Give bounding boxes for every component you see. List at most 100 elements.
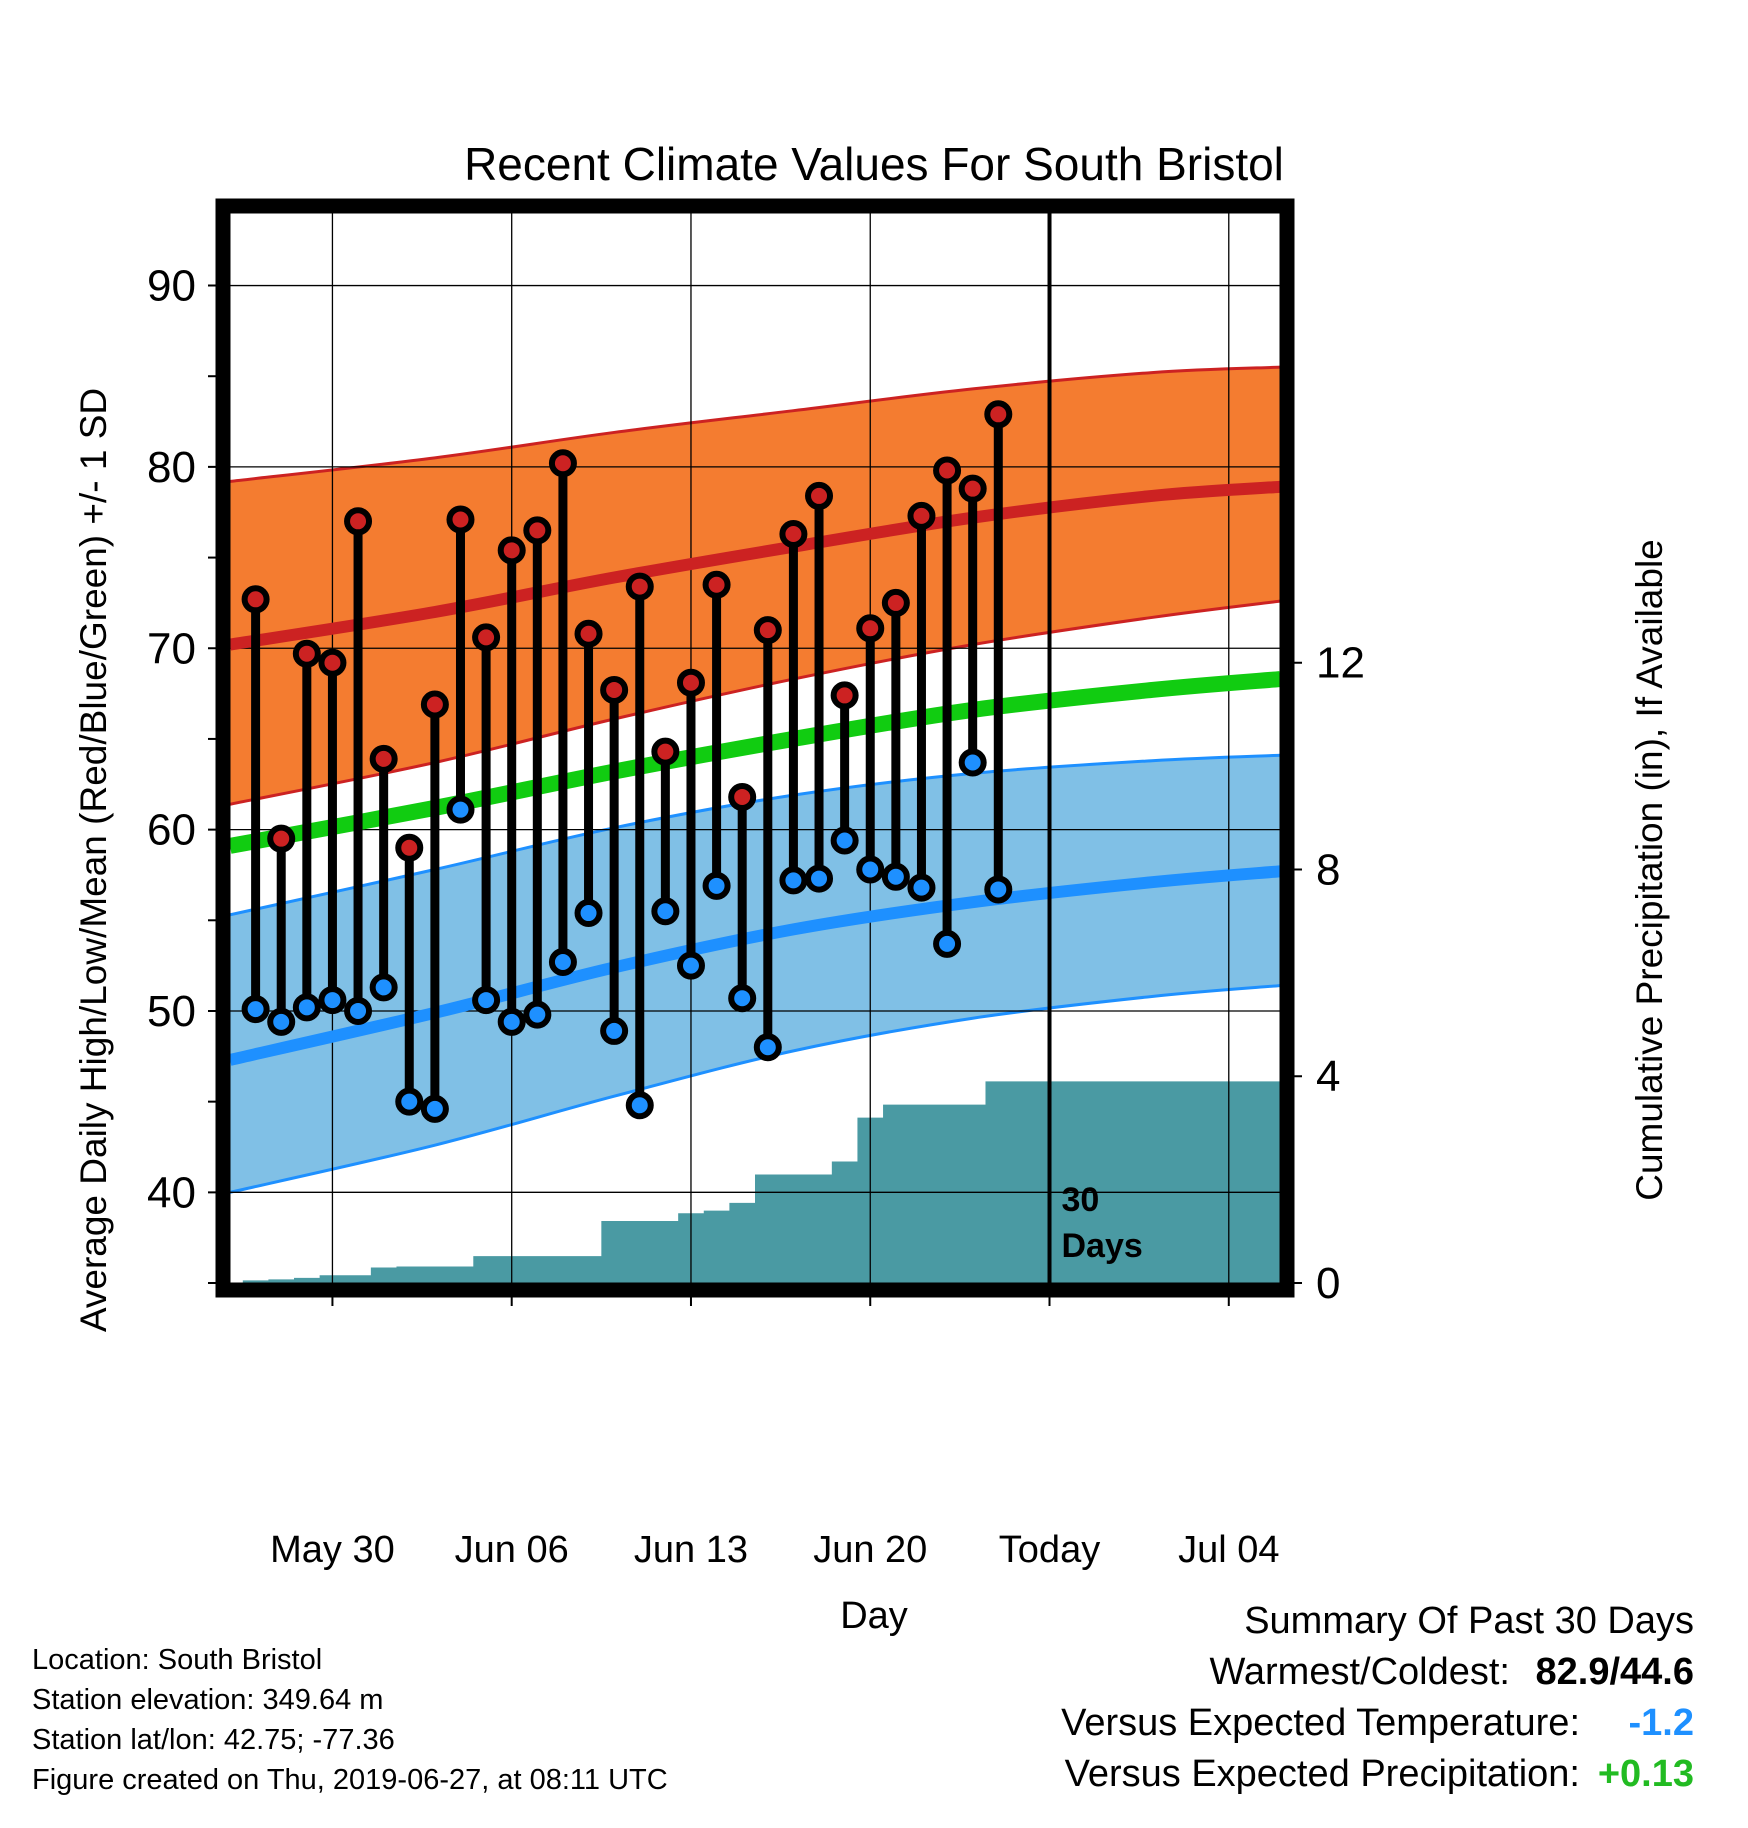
x-tick-label: Today	[999, 1529, 1100, 1571]
plot-area: 30 Days 40 50 60 70 80 90 0 4 8 12 May 30 Jun 06 Jun 1…	[147, 198, 1365, 1571]
daily-high-point	[344, 507, 373, 536]
station-info: Location: South Bristol Station elevatio…	[32, 1640, 668, 1800]
daily-high-point	[651, 737, 680, 766]
y-tick-label: 50	[147, 987, 196, 1036]
daily-low-point	[497, 1007, 526, 1036]
summary-heading: Summary Of Past 30 Days	[1244, 1600, 1694, 1642]
plot-frame	[215, 198, 1295, 1298]
daily-low-point	[805, 864, 834, 893]
daily-low-point	[523, 1000, 552, 1029]
daily-high-point	[497, 536, 526, 565]
daily-high-point	[395, 833, 424, 862]
y-tick-label: 40	[147, 1168, 196, 1217]
daily-low-point	[830, 826, 859, 855]
daily-high-point	[881, 588, 910, 617]
daily-high-point	[292, 639, 321, 668]
daily-high-point	[420, 690, 449, 719]
daily-low-point	[728, 984, 757, 1013]
daily-low-point	[958, 748, 987, 777]
daily-low-point	[856, 855, 885, 884]
summary-panel: Summary Of Past 30 Days Warmest/Coldest:…	[1061, 1596, 1694, 1800]
daily-low-point	[984, 875, 1013, 904]
daily-high-point	[600, 675, 629, 704]
elevation-text: Station elevation: 349.64 m	[32, 1684, 384, 1716]
today-marker-label: 30 Days	[1062, 1181, 1143, 1265]
warmest-row: Warmest/Coldest: 82.9/44.6	[1061, 1647, 1694, 1698]
daily-high-point	[779, 520, 808, 548]
warmest-label: Warmest/Coldest:	[1209, 1651, 1510, 1693]
daily-high-point	[625, 572, 654, 601]
daily-high-point	[907, 501, 936, 530]
chart-title: Recent Climate Values For South Bristol	[464, 138, 1284, 190]
normal-high-upper-line	[230, 365, 1280, 483]
daily-low-point	[625, 1091, 654, 1120]
daily-high-point	[933, 456, 962, 485]
daily-high-point	[856, 614, 885, 643]
daily-high-point	[830, 681, 859, 710]
daily-low-point	[574, 899, 603, 928]
daily-low-point	[472, 986, 501, 1015]
daily-high-point	[523, 516, 552, 545]
y2-tick-label: 0	[1316, 1259, 1340, 1308]
daily-low-point	[651, 897, 680, 926]
precipitation-area	[230, 1081, 1280, 1283]
normal-low-lower-line	[230, 984, 1280, 1194]
precip-row: Versus Expected Precipitation: +0.13	[1061, 1749, 1694, 1800]
y-tick-label: 60	[147, 806, 196, 855]
temp-label: Versus Expected Temperature:	[1061, 1702, 1580, 1744]
daily-low-point	[446, 795, 475, 824]
y2-axis-label: Cumulative Precipitation (in), If Availa…	[1629, 539, 1670, 1201]
daily-high-point	[728, 782, 757, 811]
daily-low-point	[676, 951, 705, 980]
daily-low-point	[241, 995, 270, 1024]
x-axis-label: Day	[840, 1595, 908, 1637]
temp-value: -1.2	[1628, 1702, 1694, 1744]
daily-high-point	[472, 623, 501, 652]
daily-low-point	[907, 873, 936, 902]
warmest-value: 82.9/44.6	[1535, 1651, 1694, 1693]
x-tick-label: May 30	[270, 1529, 395, 1571]
daily-high-point	[958, 474, 987, 503]
y2-tick-label: 4	[1316, 1052, 1340, 1101]
daily-high-point	[318, 648, 347, 677]
daily-low-point	[933, 929, 962, 958]
daily-high-point	[241, 585, 270, 614]
daily-low-point	[318, 986, 347, 1015]
daily-low-point	[395, 1087, 424, 1116]
daily-low-point	[881, 862, 910, 891]
daily-high-point	[702, 570, 731, 599]
normal-low-band	[230, 755, 1280, 1193]
daily-low-point	[753, 1033, 782, 1062]
precip-label: Versus Expected Precipitation:	[1064, 1753, 1580, 1795]
daily-low-point	[267, 1007, 296, 1036]
daily-high-point	[267, 824, 296, 853]
y-tick-label: 90	[147, 262, 196, 311]
x-tick-label: Jun 20	[813, 1529, 927, 1571]
created-text: Figure created on Thu, 2019-06-27, at 08…	[32, 1764, 668, 1796]
daily-high-point	[574, 619, 603, 648]
daily-high-point	[676, 668, 705, 697]
daily-high-point	[805, 481, 834, 510]
latlon-text: Station lat/lon: 42.75; -77.36	[32, 1724, 395, 1756]
daily-high-point	[369, 744, 398, 773]
precip-value: +0.13	[1597, 1753, 1694, 1795]
daily-low-point	[702, 871, 731, 900]
y-axis-label: Average Daily High/Low/Mean (Red/Blue/Gr…	[73, 388, 114, 1332]
daily-low-point	[779, 866, 808, 895]
daily-low-point	[369, 973, 398, 1002]
x-tick-label: Jun 06	[455, 1529, 569, 1571]
y-tick-label: 80	[147, 443, 196, 492]
daily-low-point	[344, 996, 373, 1025]
location-text: Location: South Bristol	[32, 1644, 323, 1676]
temp-row: Versus Expected Temperature: -1.2	[1061, 1698, 1694, 1749]
daily-low-point	[548, 948, 577, 976]
daily-high-point	[548, 449, 577, 478]
daily-high-point	[753, 616, 782, 645]
y2-tick-label: 12	[1316, 639, 1365, 688]
daily-low-point	[420, 1094, 449, 1123]
daily-high-point	[984, 400, 1013, 429]
x-tick-label: Jul 04	[1178, 1529, 1279, 1571]
daily-low-point	[600, 1016, 629, 1045]
normal-high-band	[230, 367, 1280, 805]
